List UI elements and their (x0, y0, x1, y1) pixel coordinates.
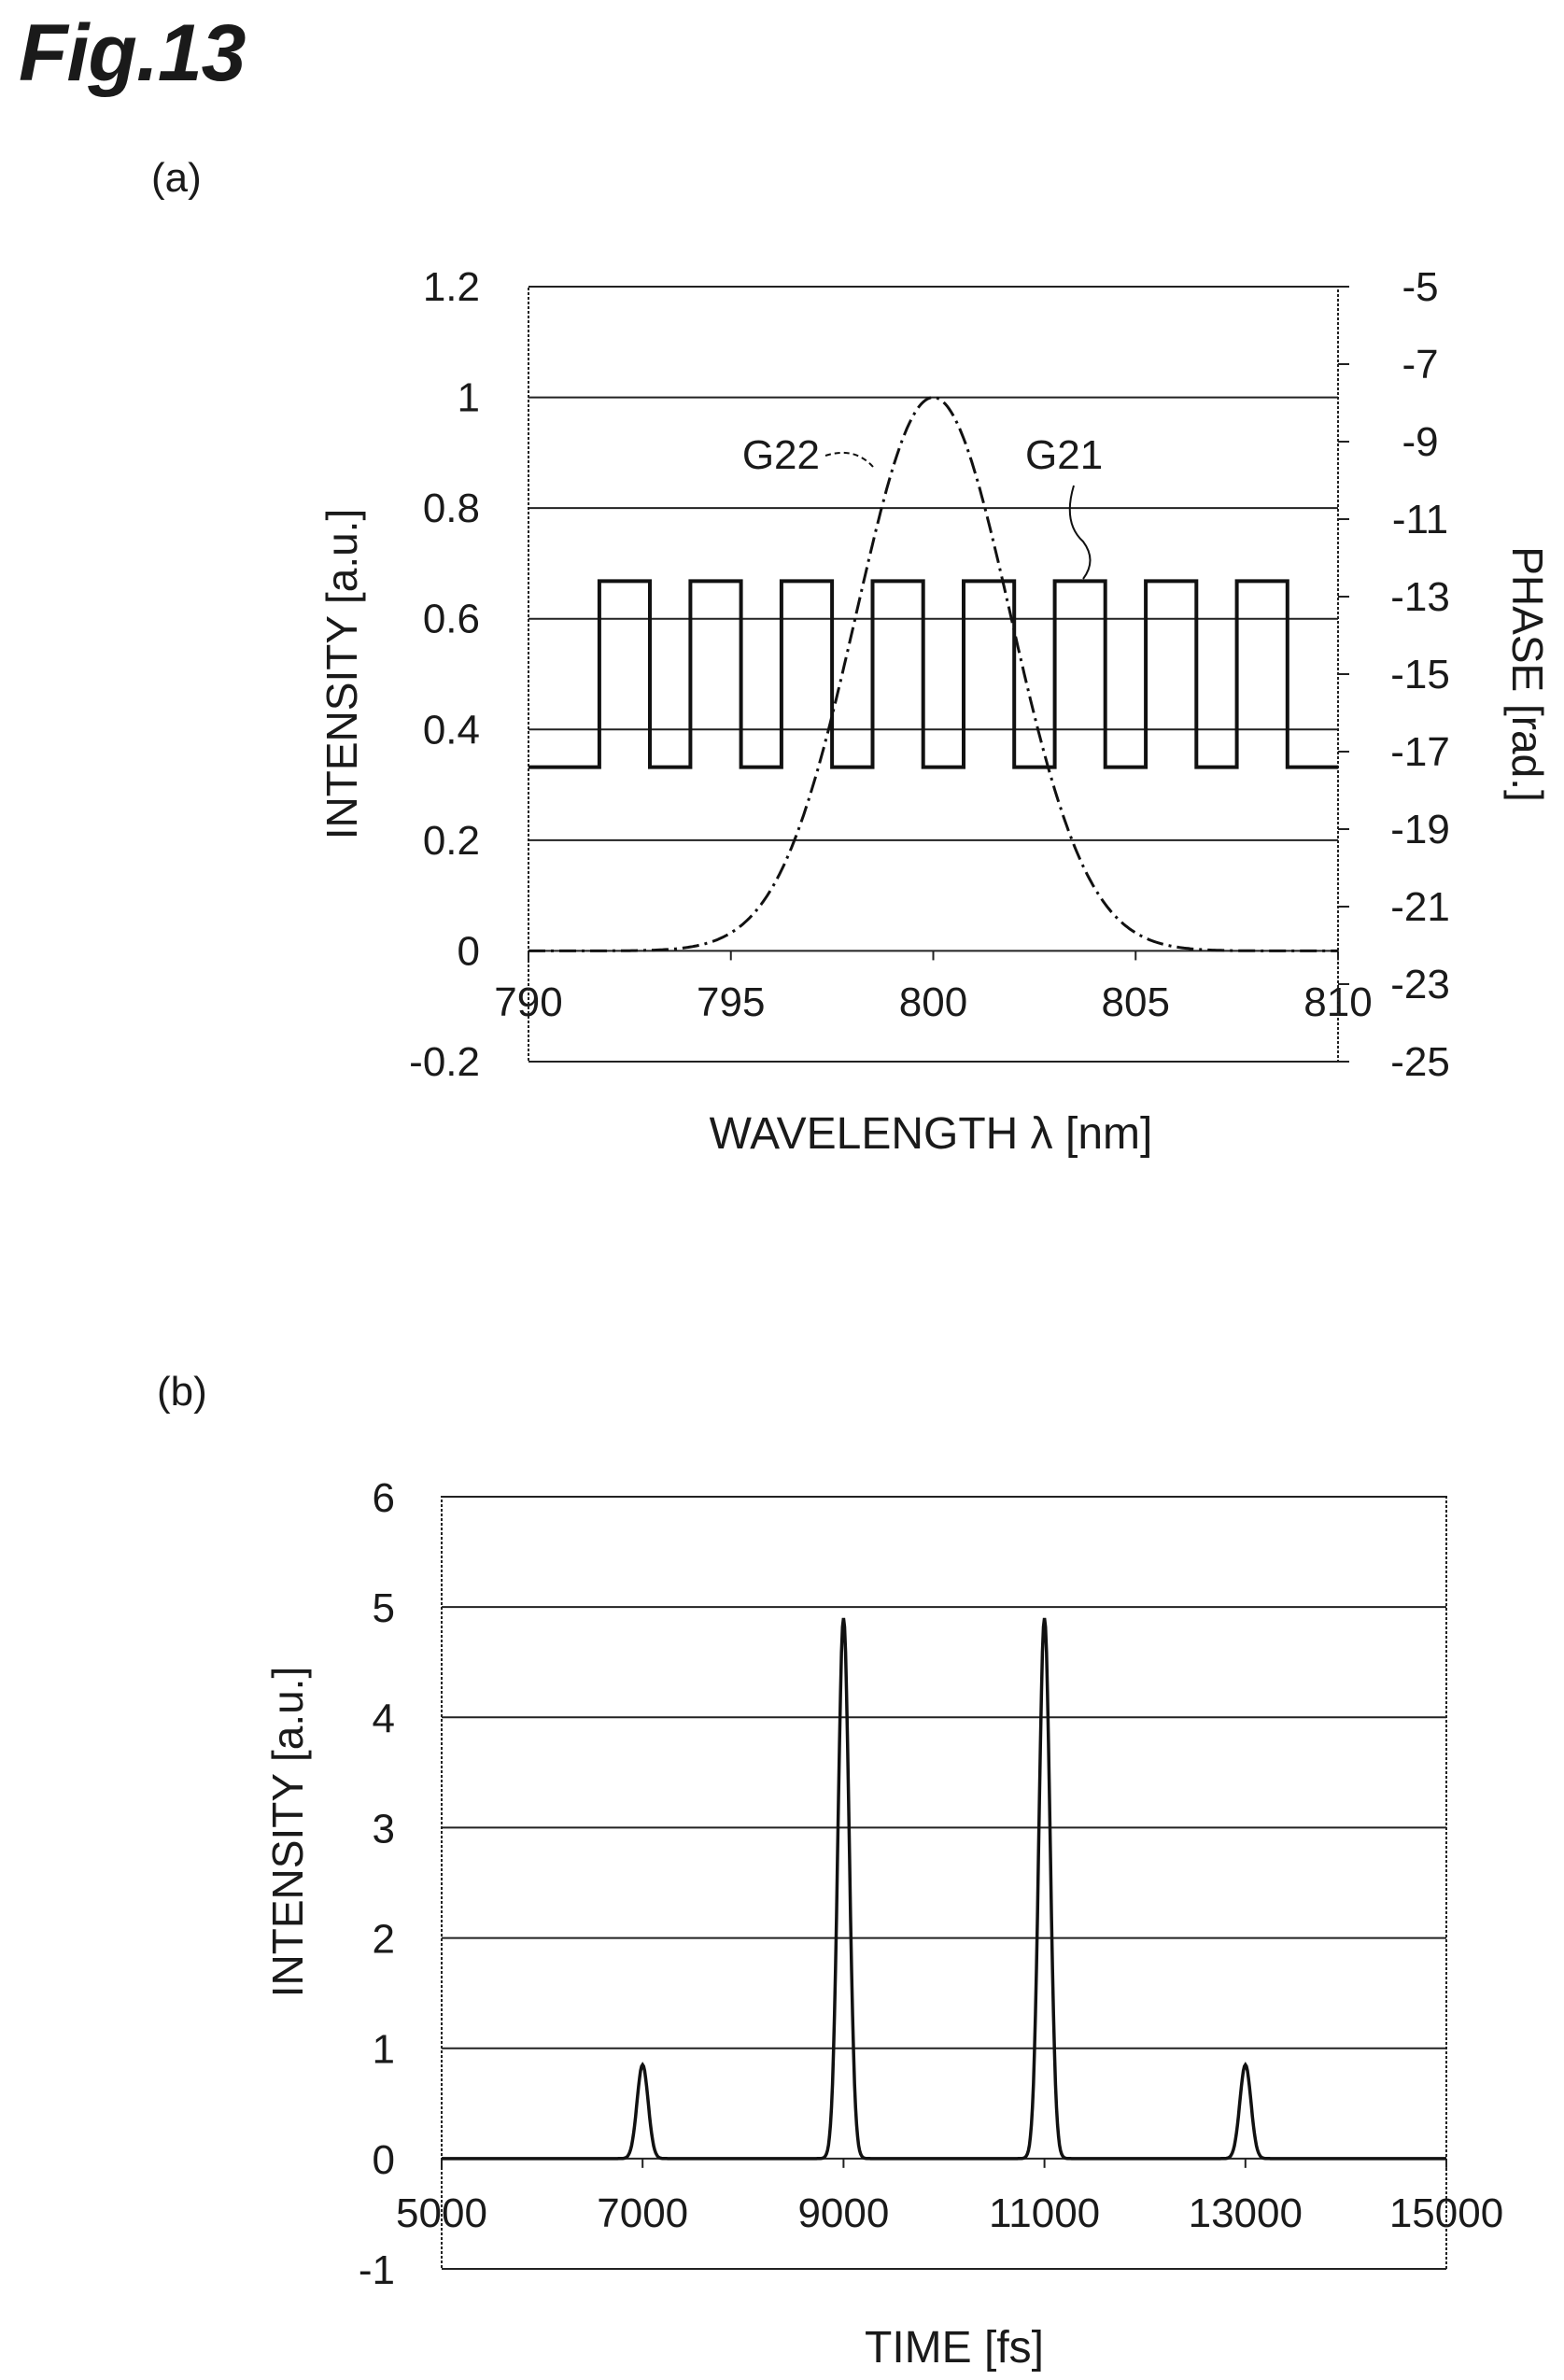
y-tick-label-b: 5 (373, 1585, 395, 1631)
y-tick-label-a: 0.2 (423, 818, 480, 864)
y-tick-label-a: -0.2 (409, 1039, 480, 1085)
x-tick-label-a: 795 (697, 979, 765, 1025)
y2-tick-label-a: -11 (1392, 497, 1448, 542)
y-tick-label-a: 0 (458, 928, 480, 974)
y2-tick-label-a: -9 (1402, 419, 1438, 465)
series-g22-intensity (528, 396, 1338, 952)
y2-tick-label-a: -17 (1390, 729, 1450, 775)
y2-tick-label-a: -21 (1390, 884, 1450, 930)
leader-g21 (1068, 485, 1092, 580)
x-tick-label-b: 9000 (797, 2190, 889, 2236)
plot-frame-b (441, 1496, 1447, 2270)
annotation-g21: G21 (1025, 432, 1103, 478)
y-tick-label-a: 0.8 (423, 486, 480, 531)
x-axis-title-b: TIME [fs] (865, 2323, 1044, 2373)
y-tick-label-b: 3 (373, 1806, 395, 1852)
y2-tick-label-a: -23 (1390, 962, 1450, 1007)
x-tick-label-a: 800 (899, 979, 967, 1025)
x-tick-label-a: 805 (1102, 979, 1170, 1025)
y-axis-title-a: INTENSITY [a.u.] (317, 509, 366, 839)
annotation-g22: G22 (742, 432, 820, 478)
y2-tick-label-a: -15 (1390, 652, 1450, 697)
y2-tick-label-a: -5 (1402, 264, 1438, 310)
leader-g22 (824, 452, 874, 468)
y-tick-label-b: 6 (373, 1475, 395, 1521)
y-tick-label-b: 0 (373, 2137, 395, 2183)
y-tick-label-a: 0.6 (423, 597, 480, 642)
y-tick-label-a: 1 (458, 375, 480, 421)
y-axis-title-b: INTENSITY [a.u.] (263, 1667, 312, 1997)
x-tick-label-b: 7000 (597, 2190, 688, 2236)
y2-tick-label-a: -13 (1390, 574, 1450, 620)
panel-a-label: (a) (151, 155, 202, 201)
series-time-intensity (442, 1617, 1446, 2161)
y-tick-label-b: 1 (373, 2027, 395, 2073)
y-tick-label-b: -1 (359, 2247, 395, 2293)
y-tick-label-b: 4 (373, 1696, 395, 1741)
y2-axis-title-a: PHASE [rad.] (1503, 546, 1552, 802)
panel-b-label: (b) (157, 1369, 207, 1415)
plot-frame-a (528, 286, 1339, 1063)
figure-title: Fig.13 (19, 8, 247, 98)
y-tick-label-a: 0.4 (423, 707, 480, 753)
y-tick-label-a: 1.2 (423, 264, 480, 310)
x-tick-label-b: 11000 (989, 2190, 1100, 2236)
y-tick-label-b: 2 (373, 1917, 395, 1963)
y2-tick-label-a: -25 (1390, 1039, 1450, 1085)
x-axis-title-a: WAVELENGTH λ [nm] (710, 1109, 1153, 1159)
x-tick-label-b: 13000 (1189, 2190, 1303, 2236)
y2-tick-label-a: -19 (1390, 807, 1450, 852)
y2-tick-label-a: -7 (1402, 342, 1438, 387)
series-g21-phase (528, 579, 1338, 769)
